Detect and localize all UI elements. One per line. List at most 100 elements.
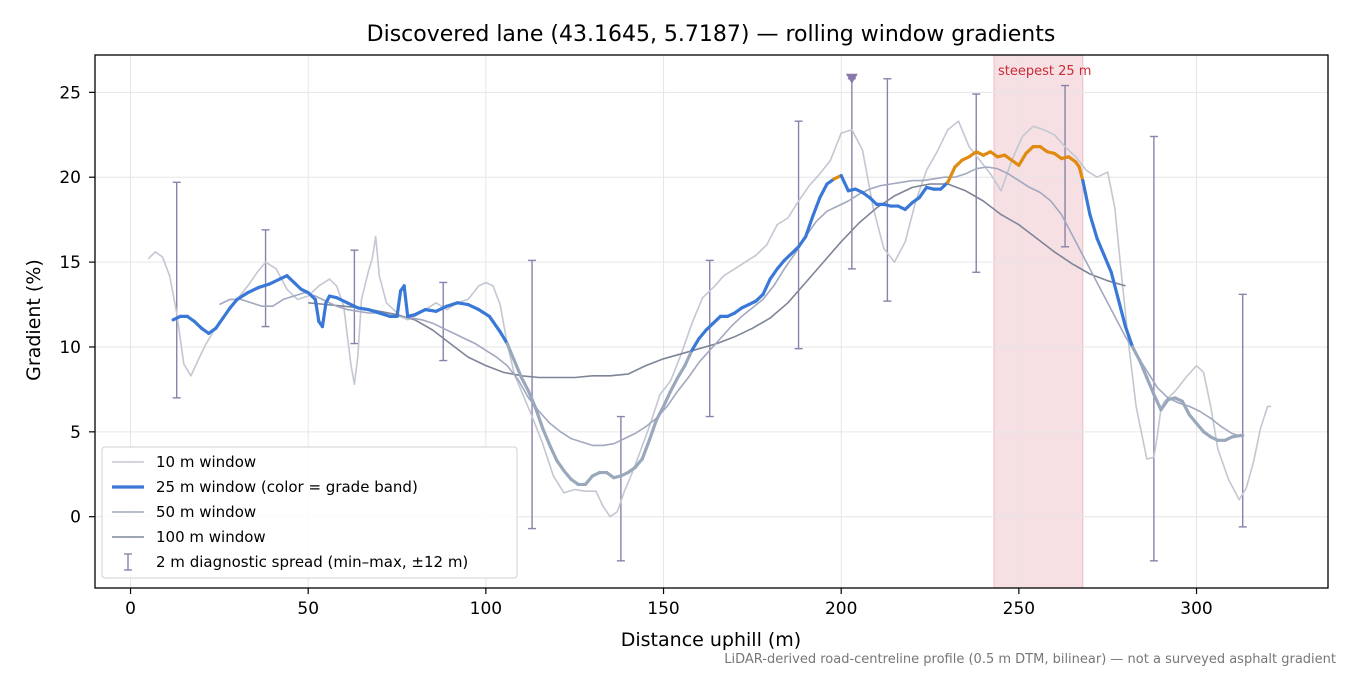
series-25m-segment xyxy=(704,321,715,332)
series-25m-segment xyxy=(640,438,651,461)
steepest-band xyxy=(993,54,1084,589)
legend-label: 2 m diagnostic spread (min–max, ±12 m) xyxy=(156,553,468,571)
legend-label: 10 m window xyxy=(156,453,256,471)
series-25m-segment xyxy=(534,406,545,431)
series-25m-segment xyxy=(1123,324,1135,349)
y-tick-label: 15 xyxy=(59,253,81,273)
series-25m-segment xyxy=(804,214,815,239)
series-25m-segment xyxy=(1024,145,1035,156)
series-25m-segment xyxy=(526,389,538,410)
series-25m-segment xyxy=(654,404,666,422)
x-tick-label: 150 xyxy=(647,599,679,619)
series-25m-segment xyxy=(647,418,659,442)
series-line-0 xyxy=(147,120,1272,518)
series-25m-segment xyxy=(661,389,673,408)
series-25m-segment xyxy=(1187,413,1199,425)
y-tick-label: 25 xyxy=(59,83,81,103)
series-25m-segment xyxy=(782,252,794,262)
series-25m-segment xyxy=(1230,433,1245,439)
errorbar xyxy=(883,78,892,302)
legend-item: 50 m window xyxy=(112,503,256,521)
series-25m-segment xyxy=(445,301,460,308)
errorbar xyxy=(1149,135,1158,562)
series-25m-segment xyxy=(1138,358,1149,380)
series-25m-segment xyxy=(754,292,765,303)
errorbar xyxy=(350,249,359,345)
series-25m-segment xyxy=(487,314,502,334)
footnote: LiDAR-derived road-centreline profile (0… xyxy=(724,652,1336,667)
series-25m-segment xyxy=(395,289,403,319)
legend-item: 10 m window xyxy=(112,453,256,471)
series-25m-segment xyxy=(477,308,492,319)
chart-title: Discovered lane (43.1645, 5.7187) — roll… xyxy=(367,22,1056,47)
series-25m-segment xyxy=(221,306,232,320)
series-25m-segment xyxy=(367,308,381,315)
x-tick-label: 100 xyxy=(470,599,502,619)
series-25m-segment xyxy=(1081,179,1092,217)
series-25m-segment xyxy=(1088,212,1099,240)
series-25m-segment xyxy=(1145,375,1156,397)
series-25m-segment xyxy=(903,201,914,212)
legend-label: 50 m window xyxy=(156,503,256,521)
series-25m-segment xyxy=(1180,399,1192,417)
series-25m-segment xyxy=(292,280,303,291)
errorbar xyxy=(794,120,803,350)
legend-box xyxy=(101,446,518,579)
series-25m-segment xyxy=(946,165,957,184)
legend: 10 m window 25 m window (color = grade ba… xyxy=(101,446,518,579)
errorbar xyxy=(528,259,537,530)
series-25m-segment xyxy=(1077,165,1085,183)
series-25m-segment xyxy=(285,274,296,285)
series-25m-segment xyxy=(1017,151,1028,167)
series-25m-segment xyxy=(789,245,801,256)
series-25m-segment xyxy=(306,291,317,302)
series-25m-segment xyxy=(669,375,680,393)
series-25m-segment xyxy=(228,297,239,310)
series-25m-segment xyxy=(377,311,392,319)
series-25m-segment xyxy=(335,296,349,305)
peak-marker xyxy=(845,73,858,84)
x-tick-label: 200 xyxy=(825,599,857,619)
series-25m-segment xyxy=(320,301,328,329)
series-25m-segment xyxy=(939,180,950,191)
series-25m-segment xyxy=(1152,392,1163,412)
gradient-chart: Discovered lane (43.1645, 5.7187) — roll… xyxy=(23,22,1329,651)
series-25m-segment xyxy=(555,459,566,473)
series-25m-segment xyxy=(775,258,786,271)
series-25m-segment xyxy=(1102,253,1113,274)
series-25m-segment xyxy=(466,302,481,312)
series-25m-segment xyxy=(541,426,552,448)
errorbar xyxy=(1238,293,1247,528)
series-25m-segment xyxy=(356,306,371,312)
series-25m-segment xyxy=(633,457,644,470)
series-25m-segment xyxy=(413,308,428,317)
y-tick-label: 0 xyxy=(70,508,81,528)
series-25m-segment xyxy=(505,341,516,363)
series-25m-segment xyxy=(1095,236,1106,257)
legend-label: 100 m window xyxy=(156,528,266,546)
series-25m-segment xyxy=(583,474,595,487)
x-tick-label: 50 xyxy=(297,599,319,619)
errorbar xyxy=(261,229,270,328)
series-25m-segment xyxy=(519,375,531,393)
errorbar xyxy=(439,281,448,362)
series-25m-segment xyxy=(562,469,573,481)
series-25m-segment xyxy=(676,364,687,380)
series-25m-segment xyxy=(839,173,850,193)
series-25m-segment xyxy=(455,301,470,307)
series-25m-segment xyxy=(256,282,271,290)
errorbar xyxy=(705,259,714,418)
plot-frame xyxy=(94,54,1329,589)
y-tick-label: 5 xyxy=(70,423,81,443)
series-25m-segment xyxy=(235,291,250,302)
series-25m-segment xyxy=(192,319,204,330)
x-tick-label: 0 xyxy=(125,599,136,619)
series-25m-segment xyxy=(1130,345,1142,363)
y-tick-label: 20 xyxy=(59,168,81,188)
series-25m-segment xyxy=(214,316,225,330)
series-25m-segment xyxy=(711,314,722,325)
series-25m-segment xyxy=(423,308,438,313)
series-25m-segment xyxy=(811,195,822,218)
series-25m-segment xyxy=(1109,270,1120,302)
legend-item: 100 m window xyxy=(112,528,266,546)
